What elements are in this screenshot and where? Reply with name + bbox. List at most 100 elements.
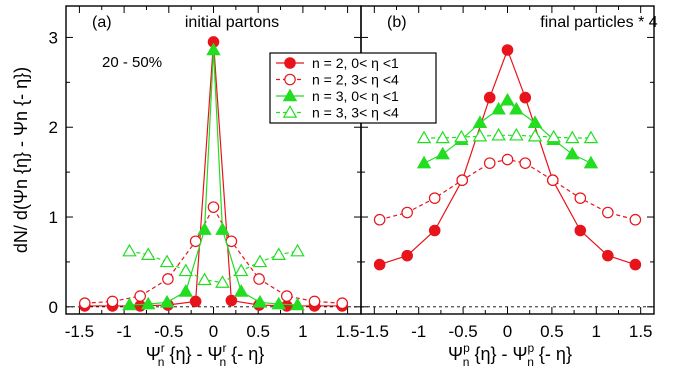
- x-tick-label: -1: [411, 322, 426, 341]
- data-point: [472, 128, 488, 142]
- y-tick-label: 0: [49, 298, 58, 317]
- data-point: [178, 263, 194, 277]
- data-point: [509, 127, 524, 141]
- data-point: [308, 295, 321, 308]
- x-tick-label: -1.5: [65, 322, 94, 341]
- series-line-3: [129, 250, 298, 284]
- x-tick-label: 1.5: [336, 322, 360, 341]
- series-line-1: [84, 205, 343, 304]
- data-point: [225, 294, 238, 307]
- data-point: [602, 249, 614, 262]
- data-point: [271, 247, 286, 260]
- legend-marker: [282, 105, 298, 118]
- x-tick-label: 0: [503, 322, 512, 341]
- data-point: [509, 101, 524, 115]
- centrality-annotation: 20 - 50%: [102, 54, 162, 71]
- data-point: [225, 235, 238, 248]
- data-point: [416, 155, 432, 169]
- data-point: [491, 101, 506, 115]
- data-point: [483, 91, 496, 104]
- data-point: [233, 284, 249, 297]
- data-point: [583, 155, 599, 169]
- y-tick-label: 3: [49, 28, 58, 47]
- data-point: [500, 92, 515, 106]
- data-point: [253, 273, 265, 285]
- x-label-part: {- η}: [534, 344, 572, 364]
- data-point: [252, 294, 268, 308]
- data-point: [456, 174, 469, 187]
- data-point: [602, 206, 614, 219]
- legend-entry: n = 3, 0< η <1: [312, 88, 399, 104]
- x-tick-label: -1.5: [360, 322, 389, 341]
- x-label-part: {η} - Ψ: [164, 344, 222, 364]
- data-point: [565, 130, 580, 144]
- x-label-part: n: [220, 355, 227, 369]
- data-point: [401, 249, 413, 262]
- data-point: [207, 201, 220, 213]
- x-tick-label: 1.5: [629, 322, 653, 341]
- data-point: [583, 130, 599, 144]
- data-point: [527, 115, 543, 128]
- data-point: [178, 284, 194, 297]
- data-point: [197, 272, 212, 286]
- data-point: [416, 130, 432, 144]
- data-point: [290, 243, 305, 257]
- data-point: [122, 243, 137, 257]
- data-point: [159, 294, 175, 308]
- data-point: [574, 192, 587, 204]
- data-point: [546, 129, 561, 143]
- panel-title: initial partons: [185, 14, 279, 31]
- x-label-part: {η} - Ψ: [469, 344, 527, 364]
- x-label-part: n: [527, 355, 534, 369]
- x-tick-label: -0.5: [154, 322, 183, 341]
- data-point: [189, 235, 202, 248]
- legend-marker: [284, 57, 296, 69]
- x-axis-label: Ψr n {η} - Ψr n {- η}: [146, 341, 265, 369]
- data-point: [472, 115, 488, 128]
- data-point: [162, 273, 174, 285]
- data-point: [336, 297, 349, 310]
- x-tick-label: 0.5: [246, 322, 270, 341]
- data-point: [546, 174, 559, 187]
- data-point: [373, 258, 386, 271]
- data-point: [106, 295, 119, 308]
- series-line-3: [424, 134, 591, 139]
- legend-marker: [282, 88, 298, 102]
- legend-entry: n = 3, 3< η <4: [312, 105, 399, 121]
- data-point: [527, 128, 543, 142]
- y-tick-label: 2: [49, 118, 58, 137]
- data-point: [141, 296, 156, 310]
- data-point: [454, 129, 469, 143]
- data-point: [141, 247, 156, 260]
- data-point: [215, 275, 230, 288]
- data-point: [501, 153, 514, 166]
- legend-marker: [284, 73, 296, 86]
- panel-b: -1.5 -1 -0.5 0 0.5 1 1.5 (b) final particles * 4: [360, 5, 658, 341]
- x-tick-label: -1: [117, 322, 132, 341]
- data-point: [215, 222, 230, 235]
- legend-entry: n = 2, 3< η <4: [312, 72, 399, 88]
- y-tick-label: 1: [49, 208, 58, 227]
- x-tick-label: 1: [298, 322, 307, 341]
- data-point: [401, 206, 413, 219]
- x-tick-label: 0: [209, 322, 218, 341]
- data-point: [483, 157, 496, 169]
- data-point: [428, 192, 441, 204]
- panel-title: final particles * 4: [540, 14, 657, 31]
- panel-a: -1.5 -1 -0.5 0 0.5 1 1.5 0 1 2 3 (a) initial partons…: [49, 5, 362, 341]
- data-point: [233, 263, 249, 277]
- x-tick-label: 1: [592, 322, 601, 341]
- x-label-part: p: [528, 341, 535, 355]
- data-point: [565, 146, 580, 160]
- data-point: [428, 224, 441, 237]
- data-point: [629, 258, 642, 271]
- data-point: [78, 297, 91, 310]
- data-point: [519, 91, 532, 104]
- data-point: [435, 146, 450, 160]
- data-point: [290, 297, 305, 311]
- data-point: [373, 213, 386, 226]
- data-point: [197, 222, 212, 235]
- data-point: [134, 290, 146, 302]
- x-label-part: n: [463, 355, 470, 369]
